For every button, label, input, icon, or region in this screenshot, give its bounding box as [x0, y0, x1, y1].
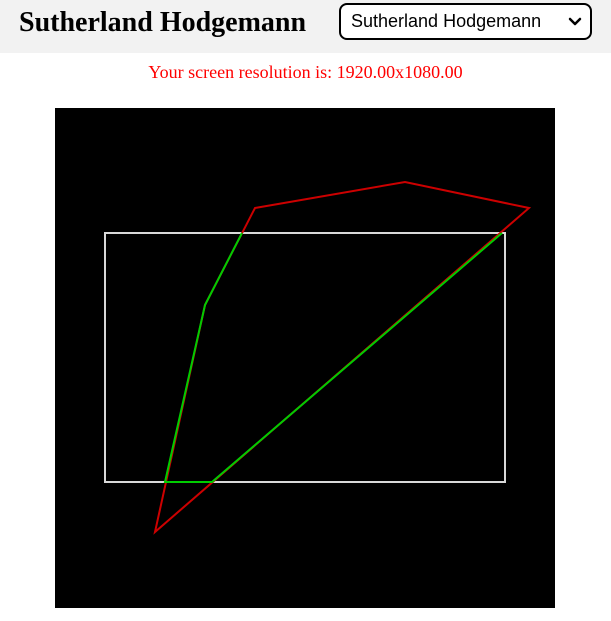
clipped-polygon: [163, 232, 503, 483]
canvas-background: [55, 108, 555, 608]
header-bar: Sutherland Hodgemann Sutherland Hodgeman…: [0, 0, 611, 53]
clip-window: [104, 232, 506, 483]
chevron-down-icon: [568, 17, 582, 26]
algorithm-select-value: Sutherland Hodgemann: [351, 11, 542, 31]
resolution-text: Your screen resolution is: 1920.00x1080.…: [148, 62, 463, 82]
algorithm-select[interactable]: Sutherland Hodgemann: [339, 3, 592, 40]
page-title: Sutherland Hodgemann: [19, 7, 307, 38]
clipping-canvas-svg: [55, 108, 555, 608]
drawing-canvas[interactable]: [55, 108, 555, 608]
